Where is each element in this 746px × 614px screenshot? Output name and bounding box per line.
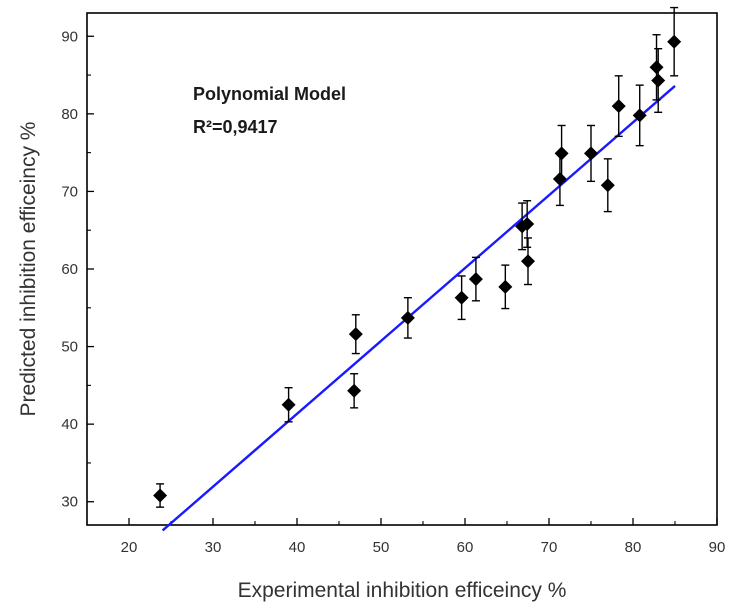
y-tick-label: 80 (61, 106, 78, 123)
y-tick-label: 40 (61, 416, 78, 433)
fit-line-layer (161, 85, 676, 532)
data-point (651, 47, 666, 113)
x-tick-label: 70 (541, 539, 558, 556)
data-point (454, 275, 469, 321)
data-point (584, 124, 598, 183)
x-tick-label: 20 (121, 539, 138, 556)
y-tick-label: 60 (61, 261, 78, 278)
x-tick-label: 40 (289, 539, 306, 556)
diamond-marker (554, 146, 569, 161)
diamond-marker (600, 178, 615, 193)
x-tick-label: 60 (457, 539, 474, 556)
diamond-marker (400, 310, 415, 325)
y-axis-ticks: 30 40 50 60 70 80 90 (61, 28, 94, 511)
data-point (348, 314, 363, 355)
diamond-marker (348, 327, 363, 342)
x-tick-label: 30 (205, 539, 222, 556)
data-point (554, 124, 569, 183)
diamond-marker (468, 272, 483, 287)
data-point (611, 75, 626, 138)
data-point (400, 297, 415, 339)
y-tick-label: 70 (61, 183, 78, 200)
diamond-marker (552, 172, 567, 187)
diamond-marker (498, 279, 513, 294)
diamond-marker (611, 99, 626, 114)
data-point (632, 84, 647, 147)
x-axis-title: Experimental inhibition efficeincy % (238, 579, 567, 602)
diamond-marker (584, 146, 598, 161)
diamond-marker (651, 73, 666, 88)
data-point (521, 237, 535, 286)
data-points-layer (153, 6, 682, 508)
diamond-marker (632, 108, 647, 123)
y-tick-label: 50 (61, 339, 78, 356)
y-tick-label: 90 (61, 28, 78, 45)
diamond-marker (153, 488, 168, 503)
diamond-marker (520, 217, 535, 232)
data-point (649, 34, 664, 101)
data-point (600, 158, 615, 213)
data-point (552, 151, 567, 207)
x-tick-label: 80 (625, 539, 642, 556)
annotation-r-squared: R²=0,9417 (193, 117, 278, 137)
data-point (498, 264, 513, 310)
diamond-marker (281, 397, 296, 412)
diamond-marker (454, 290, 469, 305)
fit-line (161, 85, 676, 532)
y-axis-title: Predicted inhibition efficeincy % (17, 122, 40, 417)
data-point (281, 386, 296, 423)
y-tick-label: 30 (61, 494, 78, 511)
x-tick-label: 90 (709, 539, 726, 556)
x-tick-label: 50 (373, 539, 390, 556)
diamond-marker (667, 34, 682, 49)
diamond-marker (521, 254, 535, 269)
data-point (468, 256, 483, 302)
data-point (153, 483, 168, 508)
data-point (347, 373, 362, 409)
plot-frame (86, 12, 718, 526)
annotation-model: Polynomial Model (193, 84, 346, 104)
data-point (520, 200, 535, 248)
diamond-marker (347, 383, 362, 398)
diamond-marker (649, 60, 664, 75)
x-axis-ticks: 20 30 40 50 60 70 80 90 (86, 518, 726, 556)
data-point (667, 6, 682, 77)
